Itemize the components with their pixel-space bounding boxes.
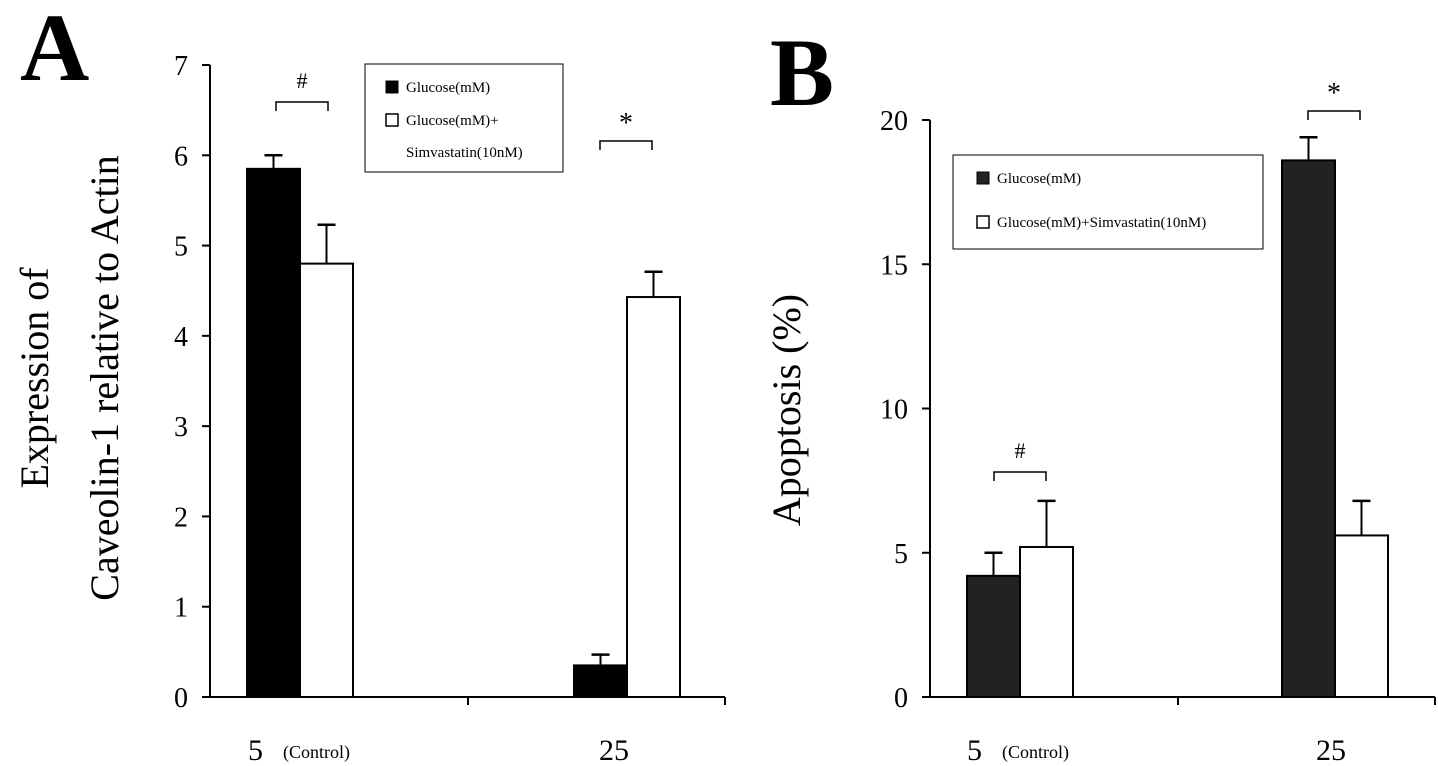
x-label-5: 5	[248, 734, 263, 766]
panel-b-bars	[966, 136, 1389, 699]
sig-bracket	[993, 471, 1047, 481]
y-tick-label: 7	[174, 51, 188, 82]
y-tick-label: 15	[880, 250, 908, 281]
panel-b-legend: Glucose(mM) Glucose(mM)+Simvastatin(10nM…	[952, 154, 1264, 250]
x-label-25: 25	[1316, 734, 1346, 766]
x-label-5: 5	[967, 734, 982, 766]
panel-b-label: B	[770, 19, 834, 126]
legend-label-glucose: Glucose(mM)	[997, 171, 1081, 187]
bar-glucose-simvastatin	[1334, 534, 1389, 698]
y-tick-label: 20	[880, 106, 908, 137]
legend-swatch-glucose	[385, 80, 399, 94]
panel-a-significance: # *	[275, 68, 653, 150]
panel-a-bars	[246, 154, 681, 699]
legend-label-glucose-simvastatin-2: Simvastatin(10nM)	[406, 145, 523, 161]
sig-mark-hash: #	[1015, 438, 1026, 463]
x-sublabel-control: (Control)	[1002, 742, 1069, 763]
panel-a-xlabels: 5 (Control) 25	[248, 734, 629, 766]
legend-label-glucose-simvastatin: Glucose(mM)+Simvastatin(10nM)	[997, 215, 1206, 231]
panel-b: B Apoptosis (%) 0 5 10 15 20 Glucose(mM) Glu…	[764, 19, 1436, 766]
y-tick-label: 1	[174, 593, 188, 624]
panel-a: A Expression of Caveolin-1 relative to A…	[12, 0, 726, 766]
bar-glucose	[246, 167, 301, 699]
legend-frame	[952, 154, 1264, 250]
y-tick-label: 5	[174, 232, 188, 263]
sig-bracket	[599, 140, 653, 150]
y-tick-label: 0	[894, 683, 908, 714]
bar-glucose-simvastatin	[299, 262, 354, 698]
sig-mark-star: *	[619, 108, 633, 139]
y-tick-label: 5	[894, 539, 908, 570]
bar-glucose	[1281, 159, 1336, 698]
y-tick-label: 4	[174, 322, 188, 353]
sig-mark-hash: #	[297, 68, 308, 93]
panel-b-significance: # *	[993, 78, 1361, 481]
y-tick-label: 3	[174, 412, 188, 443]
legend-label-glucose-simvastatin-1: Glucose(mM)+	[406, 113, 499, 129]
legend-swatch-glucose-simvastatin	[976, 215, 990, 229]
sig-bracket	[1307, 110, 1361, 120]
y-tick-label: 2	[174, 502, 188, 533]
panel-a-ylabel-line2: Caveolin-1 relative to Actin	[82, 155, 127, 600]
bar-glucose	[966, 574, 1021, 699]
legend-swatch-glucose-simvastatin	[385, 113, 399, 127]
legend-swatch-glucose	[976, 171, 990, 185]
bar-glucose-simvastatin	[626, 296, 681, 698]
y-tick-label: 0	[174, 683, 188, 714]
panel-b-ylabel: Apoptosis (%)	[764, 294, 809, 526]
sig-bracket	[275, 101, 329, 111]
panel-b-xlabels: 5 (Control) 25	[967, 734, 1346, 766]
y-tick-label: 10	[880, 395, 908, 426]
panel-a-legend: Glucose(mM) Glucose(mM)+ Simvastatin(10n…	[364, 63, 564, 173]
x-label-25: 25	[599, 734, 629, 766]
panel-a-label: A	[20, 0, 89, 101]
y-tick-label: 6	[174, 141, 188, 172]
sig-mark-star: *	[1327, 78, 1341, 109]
legend-label-glucose: Glucose(mM)	[406, 80, 490, 96]
x-sublabel-control: (Control)	[283, 742, 350, 763]
bar-glucose-simvastatin	[1019, 545, 1074, 698]
panel-a-ylabel-line1: Expression of	[12, 267, 57, 489]
bar-glucose	[573, 664, 628, 699]
